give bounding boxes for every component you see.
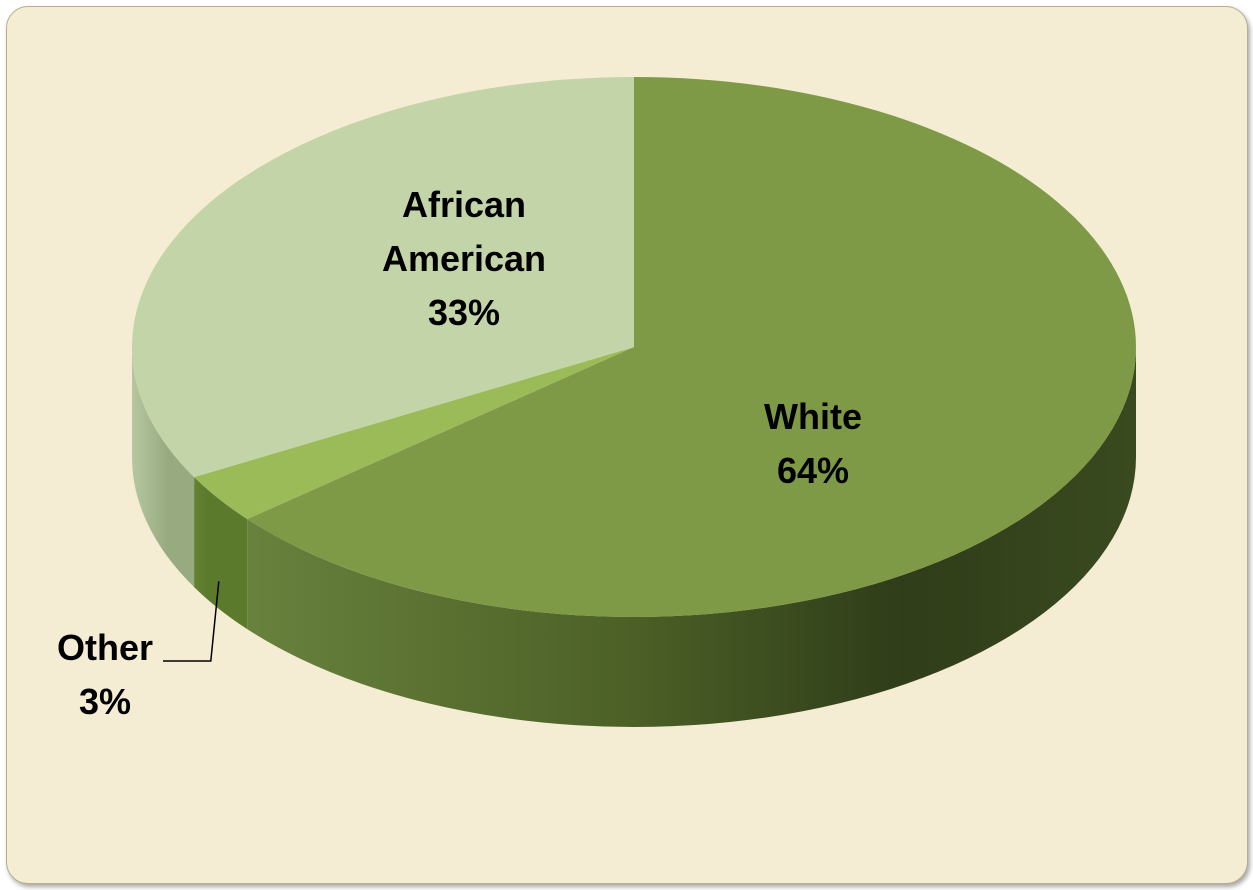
slice-other: [194, 347, 634, 520]
slice-african-american: [131, 77, 634, 478]
pie-chart: White 64% Other 3% African American 33%: [57, 77, 1137, 728]
data-labels: White 64% Other 3% African American 33%: [57, 184, 862, 722]
data-label-name: Other: [57, 627, 153, 668]
slice-white: [247, 77, 1137, 617]
slice-side-white: [247, 347, 1137, 728]
data-label-value: 33%: [428, 292, 500, 333]
slice-side-other: [194, 477, 248, 630]
pie-sides: [132, 347, 1137, 728]
leader-lines: [163, 581, 220, 662]
slice-side-african-american: [132, 347, 195, 588]
pie-tops: [131, 77, 1137, 617]
data-label-other: Other 3%: [57, 627, 153, 722]
data-label-value: 64%: [777, 450, 849, 491]
data-label-name: White: [764, 396, 862, 437]
data-label-white: White 64%: [764, 396, 862, 491]
chart-area: White 64% Other 3% African American 33%: [6, 6, 1248, 884]
data-label-african-american: African American 33%: [382, 184, 546, 333]
data-label-name: African: [402, 184, 526, 225]
leader-line-other: [163, 581, 220, 662]
data-label-value: 3%: [79, 681, 131, 722]
data-label-name: American: [382, 238, 546, 279]
